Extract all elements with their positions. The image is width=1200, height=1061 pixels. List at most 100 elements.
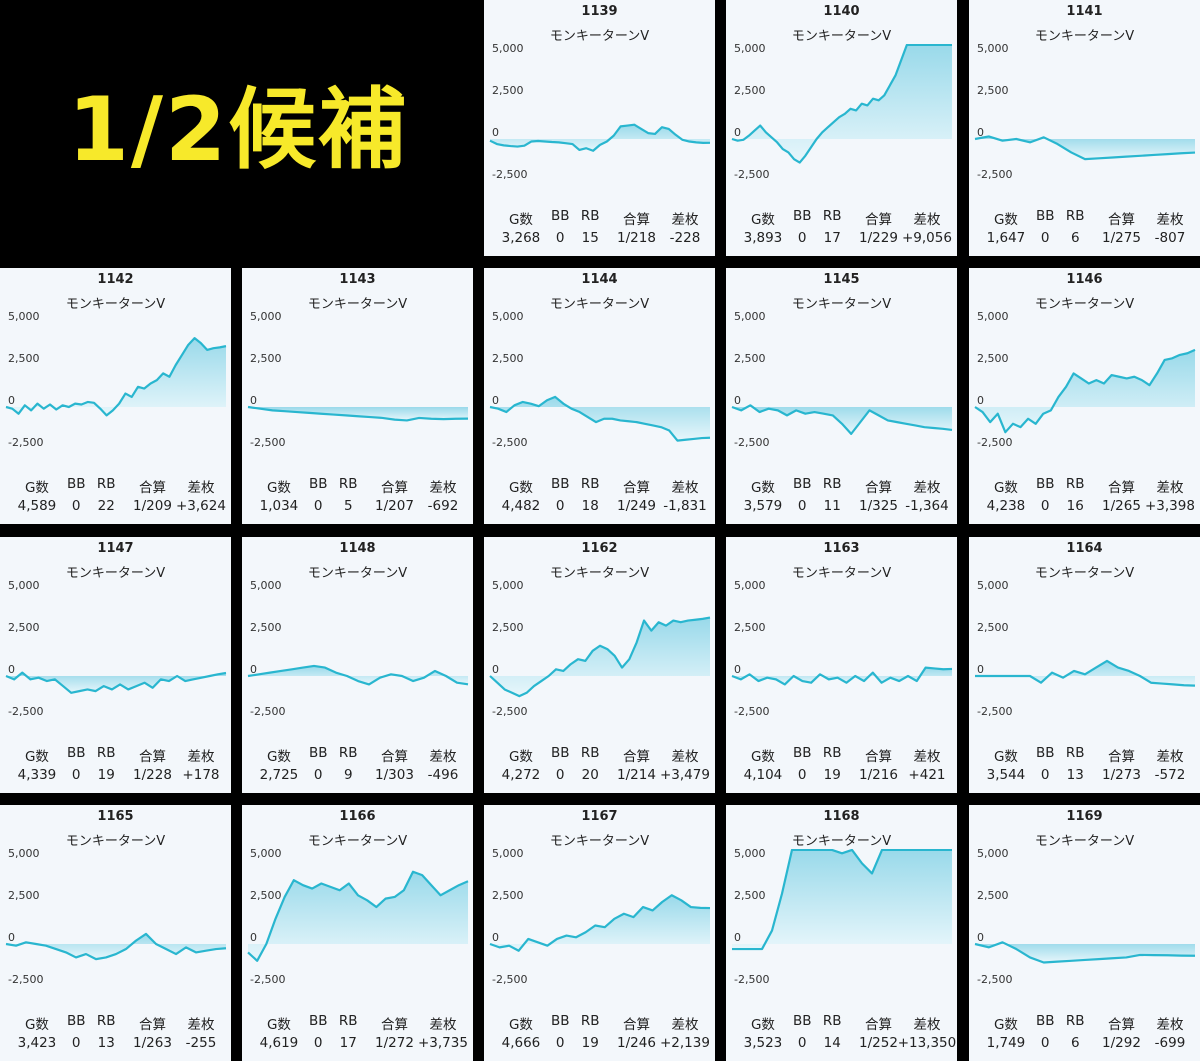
area-fill [6,338,226,416]
machine-model: モンキーターンV [307,834,408,849]
machine-model: モンキーターンV [791,29,892,44]
stat-header-diff: 差枚 [1156,1017,1184,1033]
area-fill [732,667,952,685]
chart-panel: 1165 モンキーターンV 5,000 2,500 0 -2,500 G数 3,423 BB 0 R… [0,805,231,1061]
stat-header-diff: 差枚 [429,749,457,765]
y-tick-label: -2,500 [977,436,1012,449]
slump-graph: 5,000 2,500 0 -2,500 [974,44,1196,181]
stats-table: G数 4,619 BB 0 RB 17 合算 1/272 差枚 +3,735 [242,1003,473,1057]
chart-panel: 1141 モンキーターンV 5,000 2,500 0 -2,500 G数 1,647 BB 0 R… [969,0,1200,256]
y-tick-label: 0 [492,126,499,139]
y-tick-label: 2,500 [250,352,282,365]
y-tick-label: 5,000 [734,581,766,592]
stat-value-diff: +13,350 [897,1035,957,1051]
stat-value-bb: 0 [797,1035,807,1051]
stat-value-rb: 6 [1070,1035,1080,1051]
stat-value-bb: 0 [71,1035,81,1051]
y-tick-label: 5,000 [250,849,282,860]
stat-header-bb: BB [550,745,570,761]
machine-number: 1142 [97,272,134,287]
chart-panel: 1162 モンキーターンV 5,000 2,500 0 -2,500 G数 4,272 BB 0 R… [484,537,715,793]
stat-header-bb: BB [1035,1013,1055,1029]
machine-model: モンキーターンV [65,834,166,849]
machine-model: モンキーターンV [1034,566,1135,581]
stats-table: G数 2,725 BB 0 RB 9 合算 1/303 差枚 -496 [242,735,473,789]
machine-number: 1165 [97,809,134,824]
series-line [732,849,952,951]
machine-number: 1166 [339,809,376,824]
stat-value-diff: +178 [182,767,220,783]
stat-value-rb: 22 [97,498,115,514]
stat-header-total: 合算 [864,749,892,765]
chart-panel: 1148 モンキーターンV 5,000 2,500 0 -2,500 G数 2,725 BB 0 R… [242,537,473,793]
stat-value-bb: 0 [1040,230,1050,246]
slump-graph: 5,000 2,500 0 -2,500 [5,312,227,449]
stat-value-total: 1/252 [859,1035,898,1051]
y-tick-label: 2,500 [734,84,766,97]
machine-model: モンキーターンV [1034,29,1135,44]
y-tick-label: -2,500 [250,973,285,986]
stat-header-rb: RB [580,476,600,492]
stats-table: G数 1,034 BB 0 RB 5 合算 1/207 差枚 -692 [242,466,473,520]
stat-header-total: 合算 [1107,212,1135,228]
stat-header-bb: BB [66,476,86,492]
stat-header-diff: 差枚 [187,1017,215,1033]
stat-value-g: 4,482 [501,498,541,514]
stat-value-g: 1,647 [986,230,1026,246]
stat-header-bb: BB [550,1013,570,1029]
stat-value-bb: 0 [313,1035,323,1051]
stat-header-total: 合算 [864,480,892,496]
area-fill [490,895,710,951]
series-line [5,337,227,417]
stat-header-rb: RB [1065,745,1085,761]
y-tick-label: -2,500 [977,168,1012,181]
y-tick-label: 5,000 [734,312,766,323]
stat-value-bb: 0 [313,498,323,514]
stat-value-g: 1,749 [986,1035,1026,1051]
stat-value-total: 1/263 [133,1035,172,1051]
y-tick-label: 5,000 [8,581,40,592]
stat-value-total: 1/275 [1102,230,1141,246]
stat-header-bb: BB [550,476,570,492]
stat-header-g: G数 [266,1017,291,1033]
stat-header-rb: RB [1065,1013,1085,1029]
slump-graph: 5,000 2,500 0 -2,500 [247,312,469,449]
series-line [489,123,711,152]
stat-header-bb: BB [792,1013,812,1029]
stat-value-rb: 5 [343,498,353,514]
stat-header-bb: BB [1035,476,1055,492]
stat-header-rb: RB [580,1013,600,1029]
machine-number: 1140 [823,4,860,19]
y-tick-label: 2,500 [734,889,766,902]
chart-panel: 1168 モンキーターンV 5,000 2,500 0 -2,500 G数 3,523 BB 0 R… [726,805,957,1061]
stat-header-g: G数 [24,749,49,765]
machine-number: 1143 [339,272,376,287]
y-tick-label: -2,500 [977,705,1012,718]
stat-header-g: G数 [993,749,1018,765]
series-line [731,666,953,686]
stat-value-total: 1/229 [859,230,898,246]
stat-value-total: 1/207 [375,498,414,514]
stat-header-rb: RB [96,476,116,492]
y-tick-label: 5,000 [250,312,282,323]
chart-panel: 1145 モンキーターンV 5,000 2,500 0 -2,500 G数 3,579 BB 0 R… [726,268,957,524]
machine-model: モンキーターンV [549,566,650,581]
chart-panel: 1143 モンキーターンV 5,000 2,500 0 -2,500 G数 1,034 BB 0 R… [242,268,473,524]
stat-value-total: 1/228 [133,767,172,783]
stat-value-g: 4,666 [501,1035,541,1051]
stat-value-rb: 15 [581,230,599,246]
y-tick-label: 0 [734,931,741,944]
stat-header-total: 合算 [622,749,650,765]
stat-value-bb: 0 [71,767,81,783]
y-tick-label: 5,000 [8,312,40,323]
stat-value-total: 1/265 [1102,498,1141,514]
stat-header-g: G数 [750,749,775,765]
y-tick-label: 2,500 [8,352,40,365]
stat-value-g: 2,725 [259,767,299,783]
y-tick-label: 5,000 [492,44,524,55]
machine-model: モンキーターンV [65,566,166,581]
stat-header-diff: 差枚 [671,749,699,765]
area-fill [6,672,226,693]
stat-header-rb: RB [822,208,842,224]
stat-header-diff: 差枚 [913,1017,941,1033]
